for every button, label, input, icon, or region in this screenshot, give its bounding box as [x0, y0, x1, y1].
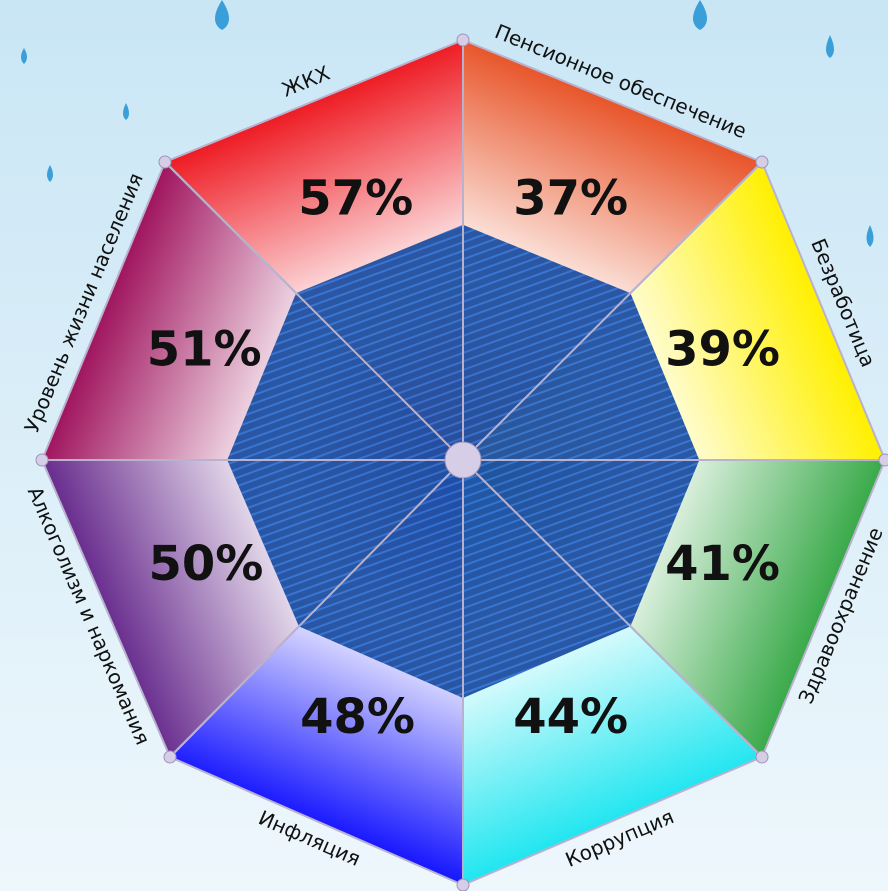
center: [445, 442, 481, 478]
value-label: 37%: [513, 171, 628, 227]
vertex: [457, 879, 469, 891]
vertex: [159, 156, 171, 168]
vertex: [879, 454, 888, 466]
value-label: 57%: [298, 171, 413, 227]
value-label: 41%: [665, 536, 780, 592]
vertex: [164, 751, 176, 763]
value-label: 50%: [149, 536, 264, 592]
value-label: 51%: [147, 322, 262, 378]
vertex: [457, 34, 469, 46]
value-label: 44%: [513, 689, 628, 745]
value-label: 39%: [665, 322, 780, 378]
vertex: [756, 751, 768, 763]
vertex: [36, 454, 48, 466]
chart: 57%ЖКХ37%Пенсионное обеспечение39%Безраб…: [0, 0, 888, 891]
vertex: [756, 156, 768, 168]
value-label: 48%: [300, 689, 415, 745]
